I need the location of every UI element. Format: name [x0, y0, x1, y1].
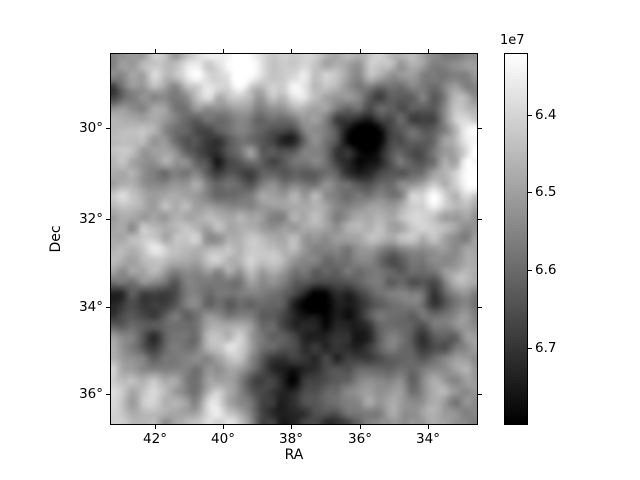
- sky-map-axes: [110, 53, 478, 425]
- y-tick-left: [106, 128, 110, 130]
- x-tick-label: 38°: [279, 431, 303, 447]
- y-tick-right: [478, 394, 482, 396]
- y-axis-label: Dec: [48, 225, 64, 253]
- x-tick-bottom: [428, 425, 430, 429]
- y-tick-label: 34°: [79, 299, 103, 315]
- x-tick-top: [291, 49, 293, 53]
- x-tick-bottom: [291, 425, 293, 429]
- colorbar-tick: [528, 192, 532, 194]
- y-tick-label: 32°: [79, 211, 103, 227]
- y-tick-left: [106, 307, 110, 309]
- sky-map-heatmap: [111, 54, 477, 424]
- y-tick-label: 30°: [79, 120, 103, 136]
- colorbar-tick-label: 6.5: [535, 184, 557, 200]
- colorbar-tick-label: 6.4: [535, 107, 557, 123]
- colorbar: [504, 53, 528, 425]
- x-tick-top: [155, 49, 157, 53]
- colorbar-tick: [528, 115, 532, 117]
- colorbar-tick-label: 6.6: [535, 262, 557, 278]
- y-tick-label: 36°: [79, 386, 103, 402]
- x-tick-label: 36°: [348, 431, 372, 447]
- x-axis-label: RA: [284, 447, 304, 463]
- y-tick-left: [106, 219, 110, 221]
- x-tick-bottom: [223, 425, 225, 429]
- x-tick-top: [428, 49, 430, 53]
- colorbar-tick-label: 6.7: [535, 340, 557, 356]
- x-tick-label: 42°: [143, 431, 167, 447]
- colorbar-tick: [528, 270, 532, 272]
- y-tick-right: [478, 128, 482, 130]
- x-tick-top: [360, 49, 362, 53]
- y-tick-left: [106, 394, 110, 396]
- x-tick-label: 40°: [211, 431, 235, 447]
- colorbar-tick: [528, 348, 532, 350]
- x-tick-bottom: [155, 425, 157, 429]
- x-tick-top: [223, 49, 225, 53]
- y-tick-right: [478, 219, 482, 221]
- y-tick-right: [478, 307, 482, 309]
- colorbar-offset-text: 1e7: [500, 33, 525, 48]
- x-tick-bottom: [360, 425, 362, 429]
- x-tick-label: 34°: [416, 431, 440, 447]
